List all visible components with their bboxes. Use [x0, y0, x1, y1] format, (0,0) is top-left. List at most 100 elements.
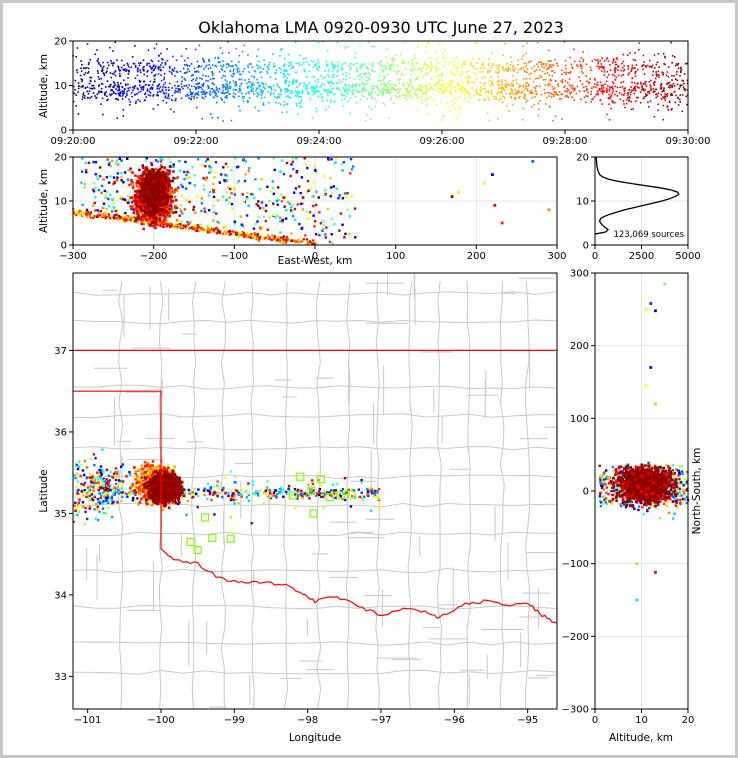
source-point — [655, 75, 658, 77]
source-point — [416, 89, 418, 91]
source-point — [135, 201, 139, 204]
source-point — [377, 89, 380, 91]
source-point — [633, 92, 636, 95]
source-point — [222, 166, 225, 169]
source-point — [579, 63, 582, 66]
source-point — [141, 166, 145, 169]
source-point — [166, 97, 168, 99]
source-point — [331, 61, 334, 64]
source-point — [655, 96, 657, 99]
source-point — [72, 100, 75, 103]
source-point — [204, 92, 207, 95]
source-point — [299, 54, 302, 57]
source-point — [682, 86, 685, 89]
source-point — [453, 64, 456, 67]
source-point — [307, 189, 310, 193]
source-point — [344, 91, 346, 93]
source-point — [442, 65, 445, 67]
source-point — [203, 91, 205, 93]
source-point — [273, 63, 275, 65]
source-point — [282, 76, 285, 78]
source-point — [421, 76, 424, 79]
source-point — [391, 87, 393, 90]
source-point — [109, 93, 111, 96]
source-point — [273, 168, 276, 172]
source-point — [502, 54, 505, 56]
source-point — [211, 182, 215, 186]
source-point — [610, 94, 613, 97]
source-point — [548, 91, 551, 94]
source-point — [521, 58, 523, 60]
source-point — [368, 41, 370, 44]
source-point — [192, 205, 196, 209]
source-point — [193, 95, 195, 98]
source-point — [86, 96, 89, 99]
source-point — [551, 70, 554, 72]
source-point — [120, 179, 123, 182]
source-point — [259, 71, 261, 74]
source-point — [665, 94, 668, 96]
source-point — [340, 162, 344, 166]
source-point — [357, 75, 359, 78]
source-point — [142, 227, 145, 231]
source-point — [321, 83, 323, 85]
source-point — [172, 189, 176, 193]
source-point — [167, 201, 171, 205]
source-point — [544, 72, 546, 75]
source-point — [380, 64, 382, 67]
source-point — [434, 51, 437, 54]
source-point — [265, 204, 268, 207]
source-point — [213, 89, 216, 92]
source-point — [678, 87, 681, 90]
source-point — [623, 103, 625, 105]
source-point — [492, 95, 495, 98]
source-point — [260, 76, 263, 79]
source-point — [505, 104, 508, 107]
source-point — [488, 71, 491, 73]
source-point — [301, 208, 305, 211]
source-point — [496, 67, 499, 70]
source-point — [260, 97, 263, 99]
source-point — [288, 202, 291, 205]
source-point — [338, 79, 340, 81]
source-point — [94, 173, 97, 176]
source-point — [200, 202, 204, 205]
source-point — [266, 70, 268, 73]
source-point — [124, 68, 126, 70]
source-point — [198, 223, 201, 226]
source-point — [143, 214, 146, 218]
time-axis-tick-label: 09:30:00 — [666, 136, 711, 147]
source-point — [401, 82, 404, 85]
source-point — [231, 65, 233, 68]
source-point — [238, 73, 241, 75]
source-point — [259, 227, 262, 230]
source-point — [130, 201, 134, 204]
source-point — [661, 71, 663, 74]
altitude-time-sources — [72, 41, 689, 122]
source-point — [543, 67, 545, 69]
source-point — [100, 103, 102, 105]
source-point — [679, 84, 682, 87]
source-point — [305, 210, 308, 213]
source-point — [136, 70, 139, 73]
source-point — [191, 93, 193, 96]
source-point — [359, 67, 362, 69]
source-point — [416, 93, 418, 96]
source-point — [126, 214, 129, 218]
source-point — [98, 214, 102, 217]
source-point — [589, 66, 592, 69]
source-point — [348, 215, 351, 218]
source-point — [83, 182, 87, 186]
source-point — [128, 98, 130, 101]
source-point — [301, 202, 304, 205]
source-point — [199, 77, 201, 79]
source-point — [157, 73, 160, 75]
source-point — [289, 92, 292, 95]
source-point — [100, 77, 102, 80]
source-point — [457, 61, 459, 64]
source-point — [533, 65, 536, 68]
source-point — [504, 84, 507, 86]
source-point — [642, 64, 645, 66]
source-point — [139, 180, 142, 183]
source-point — [308, 92, 310, 94]
